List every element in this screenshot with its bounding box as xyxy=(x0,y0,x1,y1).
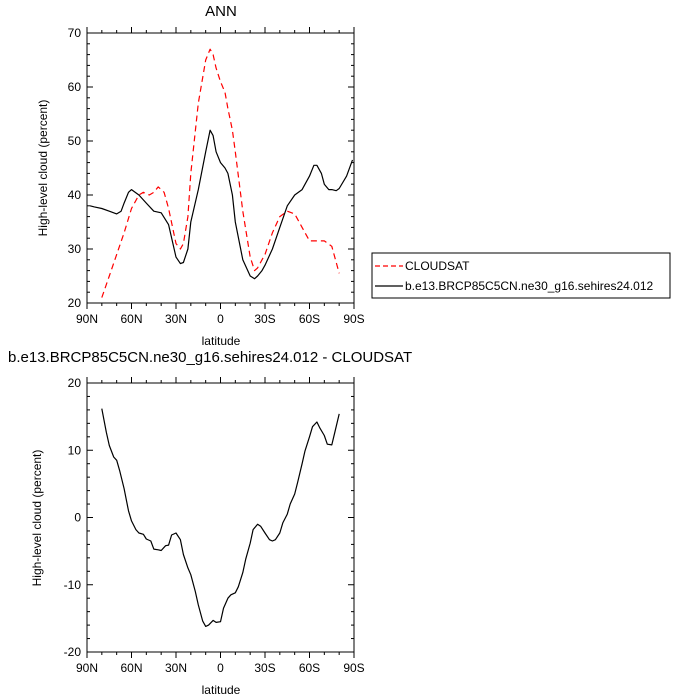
x-tick-label: 30S xyxy=(254,661,275,675)
y-tick-label: 20 xyxy=(68,296,82,310)
x-tick-label: 90N xyxy=(76,661,98,675)
y-tick-label: 60 xyxy=(68,80,82,94)
x-tick-label: 60S xyxy=(299,661,320,675)
plot-frame xyxy=(86,32,355,304)
y-tick-label: -20 xyxy=(64,645,82,659)
chart-title: b.e13.BRCP85C5CN.ne30_g16.sehires24.012 … xyxy=(8,349,412,366)
y-axis: -20 -10 0 10 20 xyxy=(64,376,354,659)
x-tick-label: 30N xyxy=(165,661,187,675)
x-tick-label: 30N xyxy=(165,312,187,326)
y-tick-label: 50 xyxy=(68,134,82,148)
x-axis: 90N 60N 30N 0 30S 60S 90S xyxy=(76,27,365,326)
y-tick-label: 0 xyxy=(74,511,81,525)
y-axis: 20 30 40 50 60 70 xyxy=(68,26,354,310)
x-tick-label: 60S xyxy=(299,312,320,326)
series-line-difference xyxy=(101,408,340,627)
y-tick-label: 10 xyxy=(68,443,82,457)
y-tick-label: 40 xyxy=(68,188,82,202)
chart-annual-high-cloud: ANN 20 30 40 50 60 70 90N 60N 30N 0 30S 60S 90S lat… xyxy=(36,3,365,348)
x-axis-label: latitude xyxy=(202,683,241,697)
plot-lines xyxy=(101,408,340,627)
chart-difference: b.e13.BRCP85C5CN.ne30_g16.sehires24.012 … xyxy=(8,349,412,697)
x-tick-label: 60N xyxy=(120,312,142,326)
x-tick-label: 60N xyxy=(120,661,142,675)
y-tick-label: 20 xyxy=(68,376,82,390)
series-line-cloudsat xyxy=(101,48,340,298)
y-tick-label: 70 xyxy=(68,26,82,40)
legend-box xyxy=(371,252,671,299)
series-line-b-e13-brcp85c5cn-ne30-g16-sehires24-012 xyxy=(89,129,354,280)
plot-lines xyxy=(89,48,354,298)
x-axis-label: latitude xyxy=(202,334,241,348)
x-tick-label: 0 xyxy=(217,312,224,326)
x-tick-label: 0 xyxy=(217,661,224,675)
legend-label-model: b.e13.BRCP85C5CN.ne30_g16.sehires24.012 xyxy=(405,279,653,293)
y-tick-label: 30 xyxy=(68,242,82,256)
x-tick-label: 90S xyxy=(343,661,364,675)
y-axis-label: High-level cloud (percent) xyxy=(36,100,50,237)
x-tick-label: 90S xyxy=(343,312,364,326)
y-axis-label: High-level cloud (percent) xyxy=(30,450,44,587)
legend-label-cloudsat: CLOUDSAT xyxy=(405,259,470,273)
x-tick-label: 90N xyxy=(76,312,98,326)
y-tick-label: -10 xyxy=(64,578,82,592)
x-tick-label: 30S xyxy=(254,312,275,326)
x-axis: 90N 60N 30N 0 30S 60S 90S xyxy=(76,377,365,675)
legend: CLOUDSAT b.e13.BRCP85C5CN.ne30_g16.sehir… xyxy=(371,252,671,299)
plot-frame xyxy=(86,382,355,653)
chart-title: ANN xyxy=(205,3,237,20)
